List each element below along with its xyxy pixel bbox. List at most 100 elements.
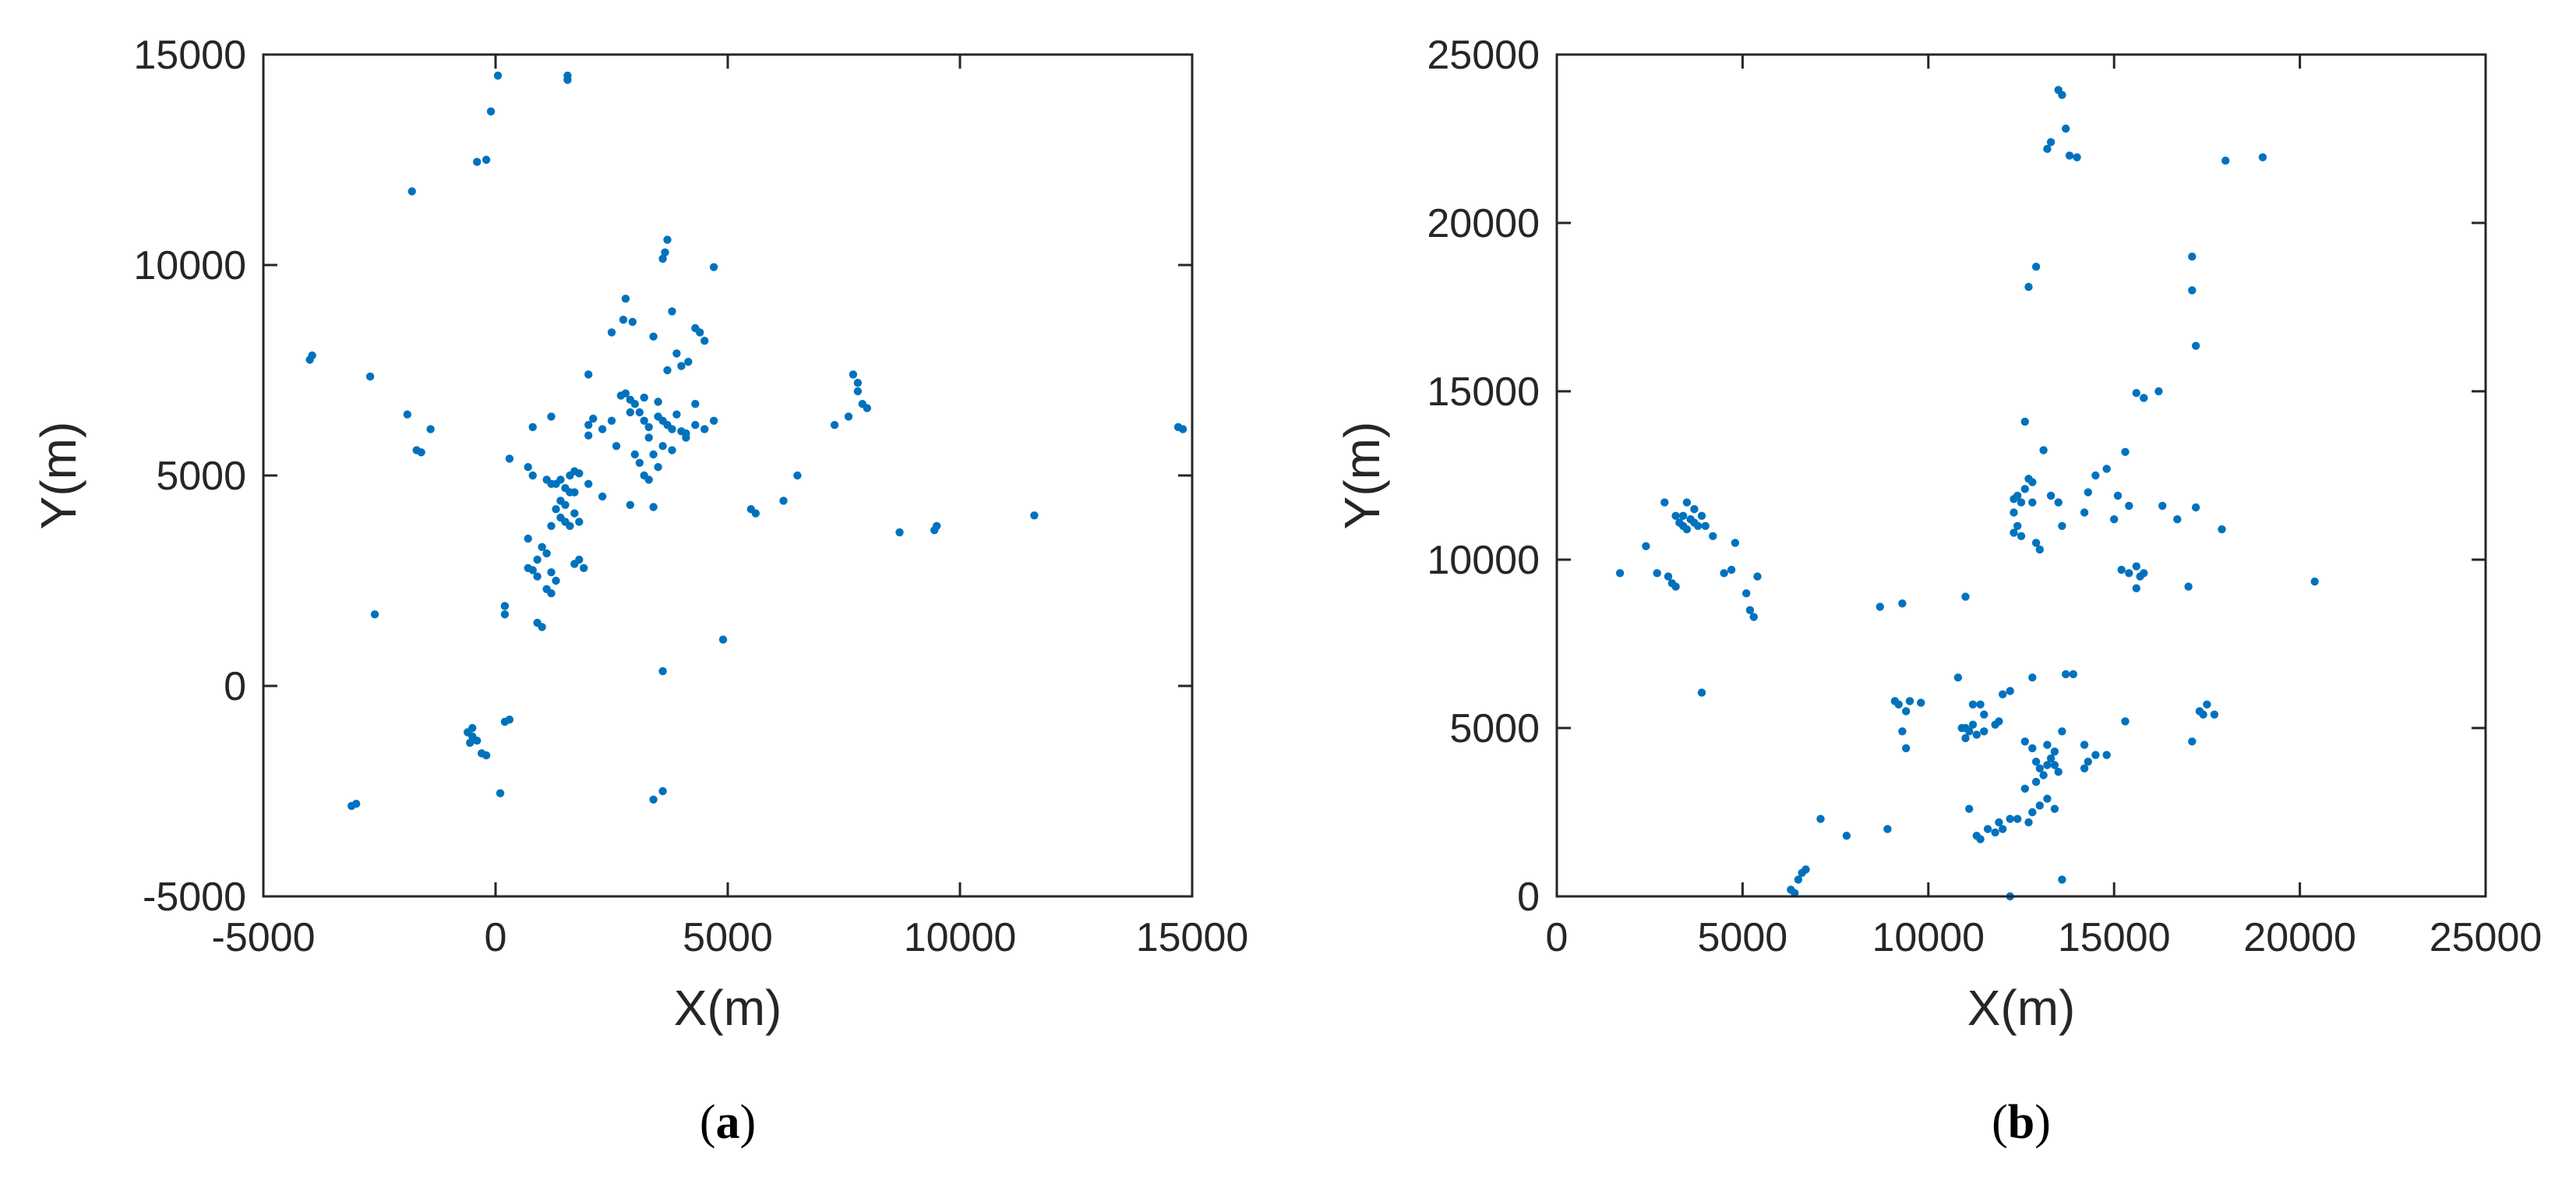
data-point <box>2184 582 2193 591</box>
data-point <box>1653 569 1661 578</box>
data-point <box>2013 521 2022 530</box>
data-point <box>709 263 718 271</box>
data-point <box>2028 498 2037 507</box>
data-point <box>2031 263 2041 271</box>
data-point <box>2132 584 2140 592</box>
data-point <box>684 358 693 366</box>
data-point <box>2203 700 2211 709</box>
data-point <box>1995 818 2003 827</box>
data-point <box>1030 511 1039 520</box>
data-point <box>2218 525 2226 534</box>
data-point <box>370 610 379 619</box>
data-point <box>2028 808 2037 817</box>
data-point <box>654 398 662 406</box>
data-point <box>2054 498 2063 507</box>
data-point <box>473 737 482 745</box>
data-point <box>895 528 904 537</box>
plot-frame <box>262 53 1194 898</box>
plot-frame <box>1555 53 2487 898</box>
data-point <box>779 497 788 505</box>
data-point <box>1671 511 1680 520</box>
data-point <box>649 795 658 804</box>
data-point <box>658 666 667 676</box>
y-tick-label: 5000 <box>156 454 246 499</box>
data-point <box>1999 690 2007 698</box>
y-axis-label: Y(m) <box>30 422 86 530</box>
data-point <box>1791 889 1799 897</box>
y-axis-label: Y(m) <box>1334 422 1390 530</box>
data-point <box>668 446 676 454</box>
data-point <box>1995 717 2003 726</box>
data-point <box>830 421 839 429</box>
data-point <box>658 786 667 796</box>
data-point <box>853 387 863 396</box>
data-point <box>570 560 579 568</box>
data-point <box>2035 764 2044 772</box>
data-point <box>1965 804 1974 813</box>
data-point <box>493 71 503 80</box>
data-point <box>2006 815 2014 823</box>
data-point <box>2084 758 2092 766</box>
data-point <box>691 400 700 408</box>
data-point <box>682 433 690 442</box>
data-point <box>473 157 482 166</box>
data-point <box>1615 569 1625 578</box>
data-point <box>1801 865 1810 874</box>
subfigure-label: (b) <box>1992 1096 2051 1149</box>
x-tick-label: 20000 <box>2243 915 2356 960</box>
data-point <box>1745 606 1755 614</box>
data-point <box>1697 688 1706 697</box>
data-point <box>482 155 491 164</box>
data-point <box>1794 875 1803 884</box>
data-point <box>2121 717 2130 726</box>
data-point <box>2080 740 2089 749</box>
data-point <box>607 328 616 337</box>
data-point <box>2310 577 2319 586</box>
data-point <box>2221 156 2230 165</box>
y-tick-label: 15000 <box>133 33 246 78</box>
data-point <box>466 738 475 748</box>
data-point <box>668 307 676 316</box>
data-point <box>2084 488 2092 497</box>
data-point <box>2199 710 2207 719</box>
data-point <box>1682 498 1692 507</box>
data-point <box>709 416 718 425</box>
data-point <box>2132 562 2140 571</box>
data-point <box>1749 613 1758 621</box>
subfigure-label: (a) <box>700 1096 756 1149</box>
data-point <box>580 564 588 572</box>
data-point <box>2188 737 2197 746</box>
data-point <box>2080 764 2089 772</box>
y-tick-label: 0 <box>224 664 246 709</box>
data-point <box>1883 825 1892 833</box>
y-tick-label: 0 <box>1517 875 1540 920</box>
y-tick-label: -5000 <box>143 875 246 920</box>
data-point <box>1894 700 1903 709</box>
data-point <box>575 518 584 526</box>
data-point <box>547 412 556 421</box>
data-point <box>417 448 425 457</box>
data-point <box>524 463 532 472</box>
data-point <box>1898 727 1907 736</box>
data-point <box>1961 592 1970 601</box>
x-tick-label: 5000 <box>683 915 773 960</box>
x-tick-label: 5000 <box>1698 915 1788 960</box>
data-point <box>1660 498 1669 507</box>
data-point <box>408 187 416 196</box>
data-point <box>635 458 644 467</box>
data-point <box>668 425 676 433</box>
data-point <box>672 349 681 358</box>
data-point <box>2091 471 2100 480</box>
data-point <box>1961 733 1970 743</box>
data-point <box>563 76 572 84</box>
data-point <box>486 107 496 116</box>
data-point <box>566 521 574 530</box>
data-point <box>640 393 648 402</box>
data-point <box>672 410 681 419</box>
data-point <box>1902 744 1911 753</box>
data-point <box>1727 565 1736 574</box>
data-point <box>696 328 704 337</box>
data-point <box>628 317 637 327</box>
data-point <box>528 566 537 574</box>
data-point <box>691 421 700 429</box>
